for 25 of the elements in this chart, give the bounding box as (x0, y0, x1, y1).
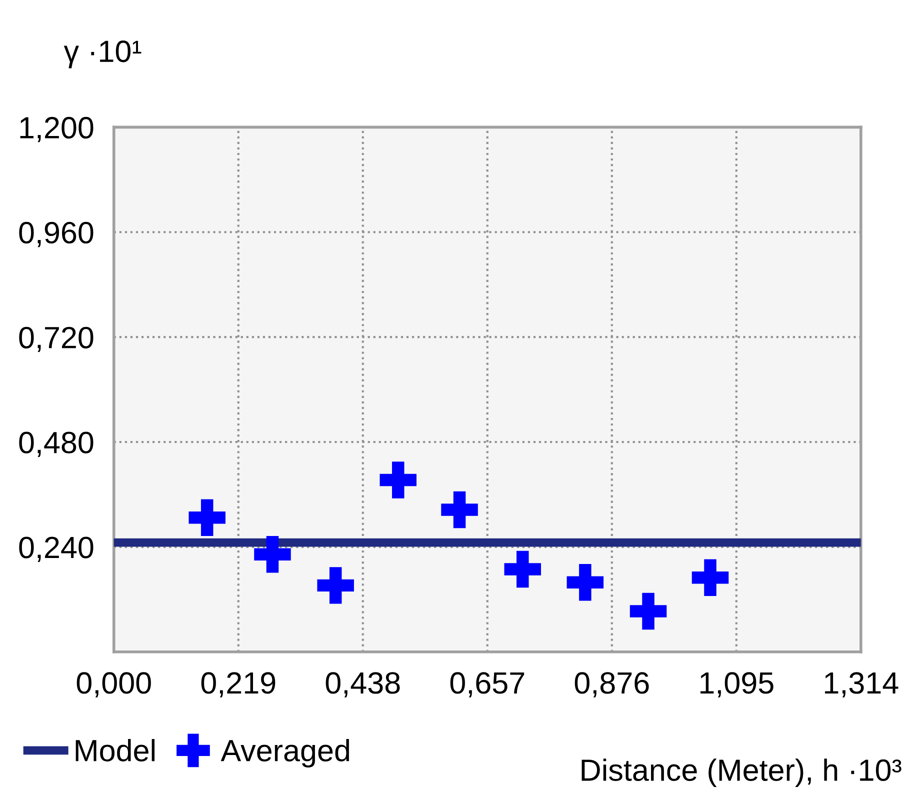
point (380, 462, 416, 498)
point (566, 564, 604, 601)
y-tick-label: 1,200 (20, 116, 94, 142)
point (188, 499, 226, 536)
x-tick-label: 0,876 (574, 672, 649, 698)
legend-label: Model (76, 739, 155, 762)
point (317, 567, 354, 604)
point (630, 592, 667, 630)
x-tick-label: 0,219 (201, 672, 276, 698)
x-tick-label: 1,095 (700, 672, 774, 698)
y-tick-label: 0,720 (19, 326, 94, 352)
x-tick-label: 1,314 (824, 672, 898, 698)
point (254, 536, 291, 573)
x-tick-label: 0,657 (450, 672, 524, 698)
y-tick-label: 0,240 (19, 536, 94, 562)
point (441, 491, 478, 528)
point (504, 550, 542, 588)
y-tick-label: 0,960 (19, 222, 94, 248)
y-axis-title: γ ·10¹ (64, 40, 142, 68)
point (692, 559, 729, 596)
x-tick-label: 0,438 (326, 672, 400, 698)
legend-label: Averaged (220, 739, 350, 768)
y-tick-label: 0,480 (19, 432, 94, 457)
x-axis-title: Distance (Meter), h ·10³ (582, 758, 902, 788)
x-tick-label: 0,000 (76, 672, 151, 698)
